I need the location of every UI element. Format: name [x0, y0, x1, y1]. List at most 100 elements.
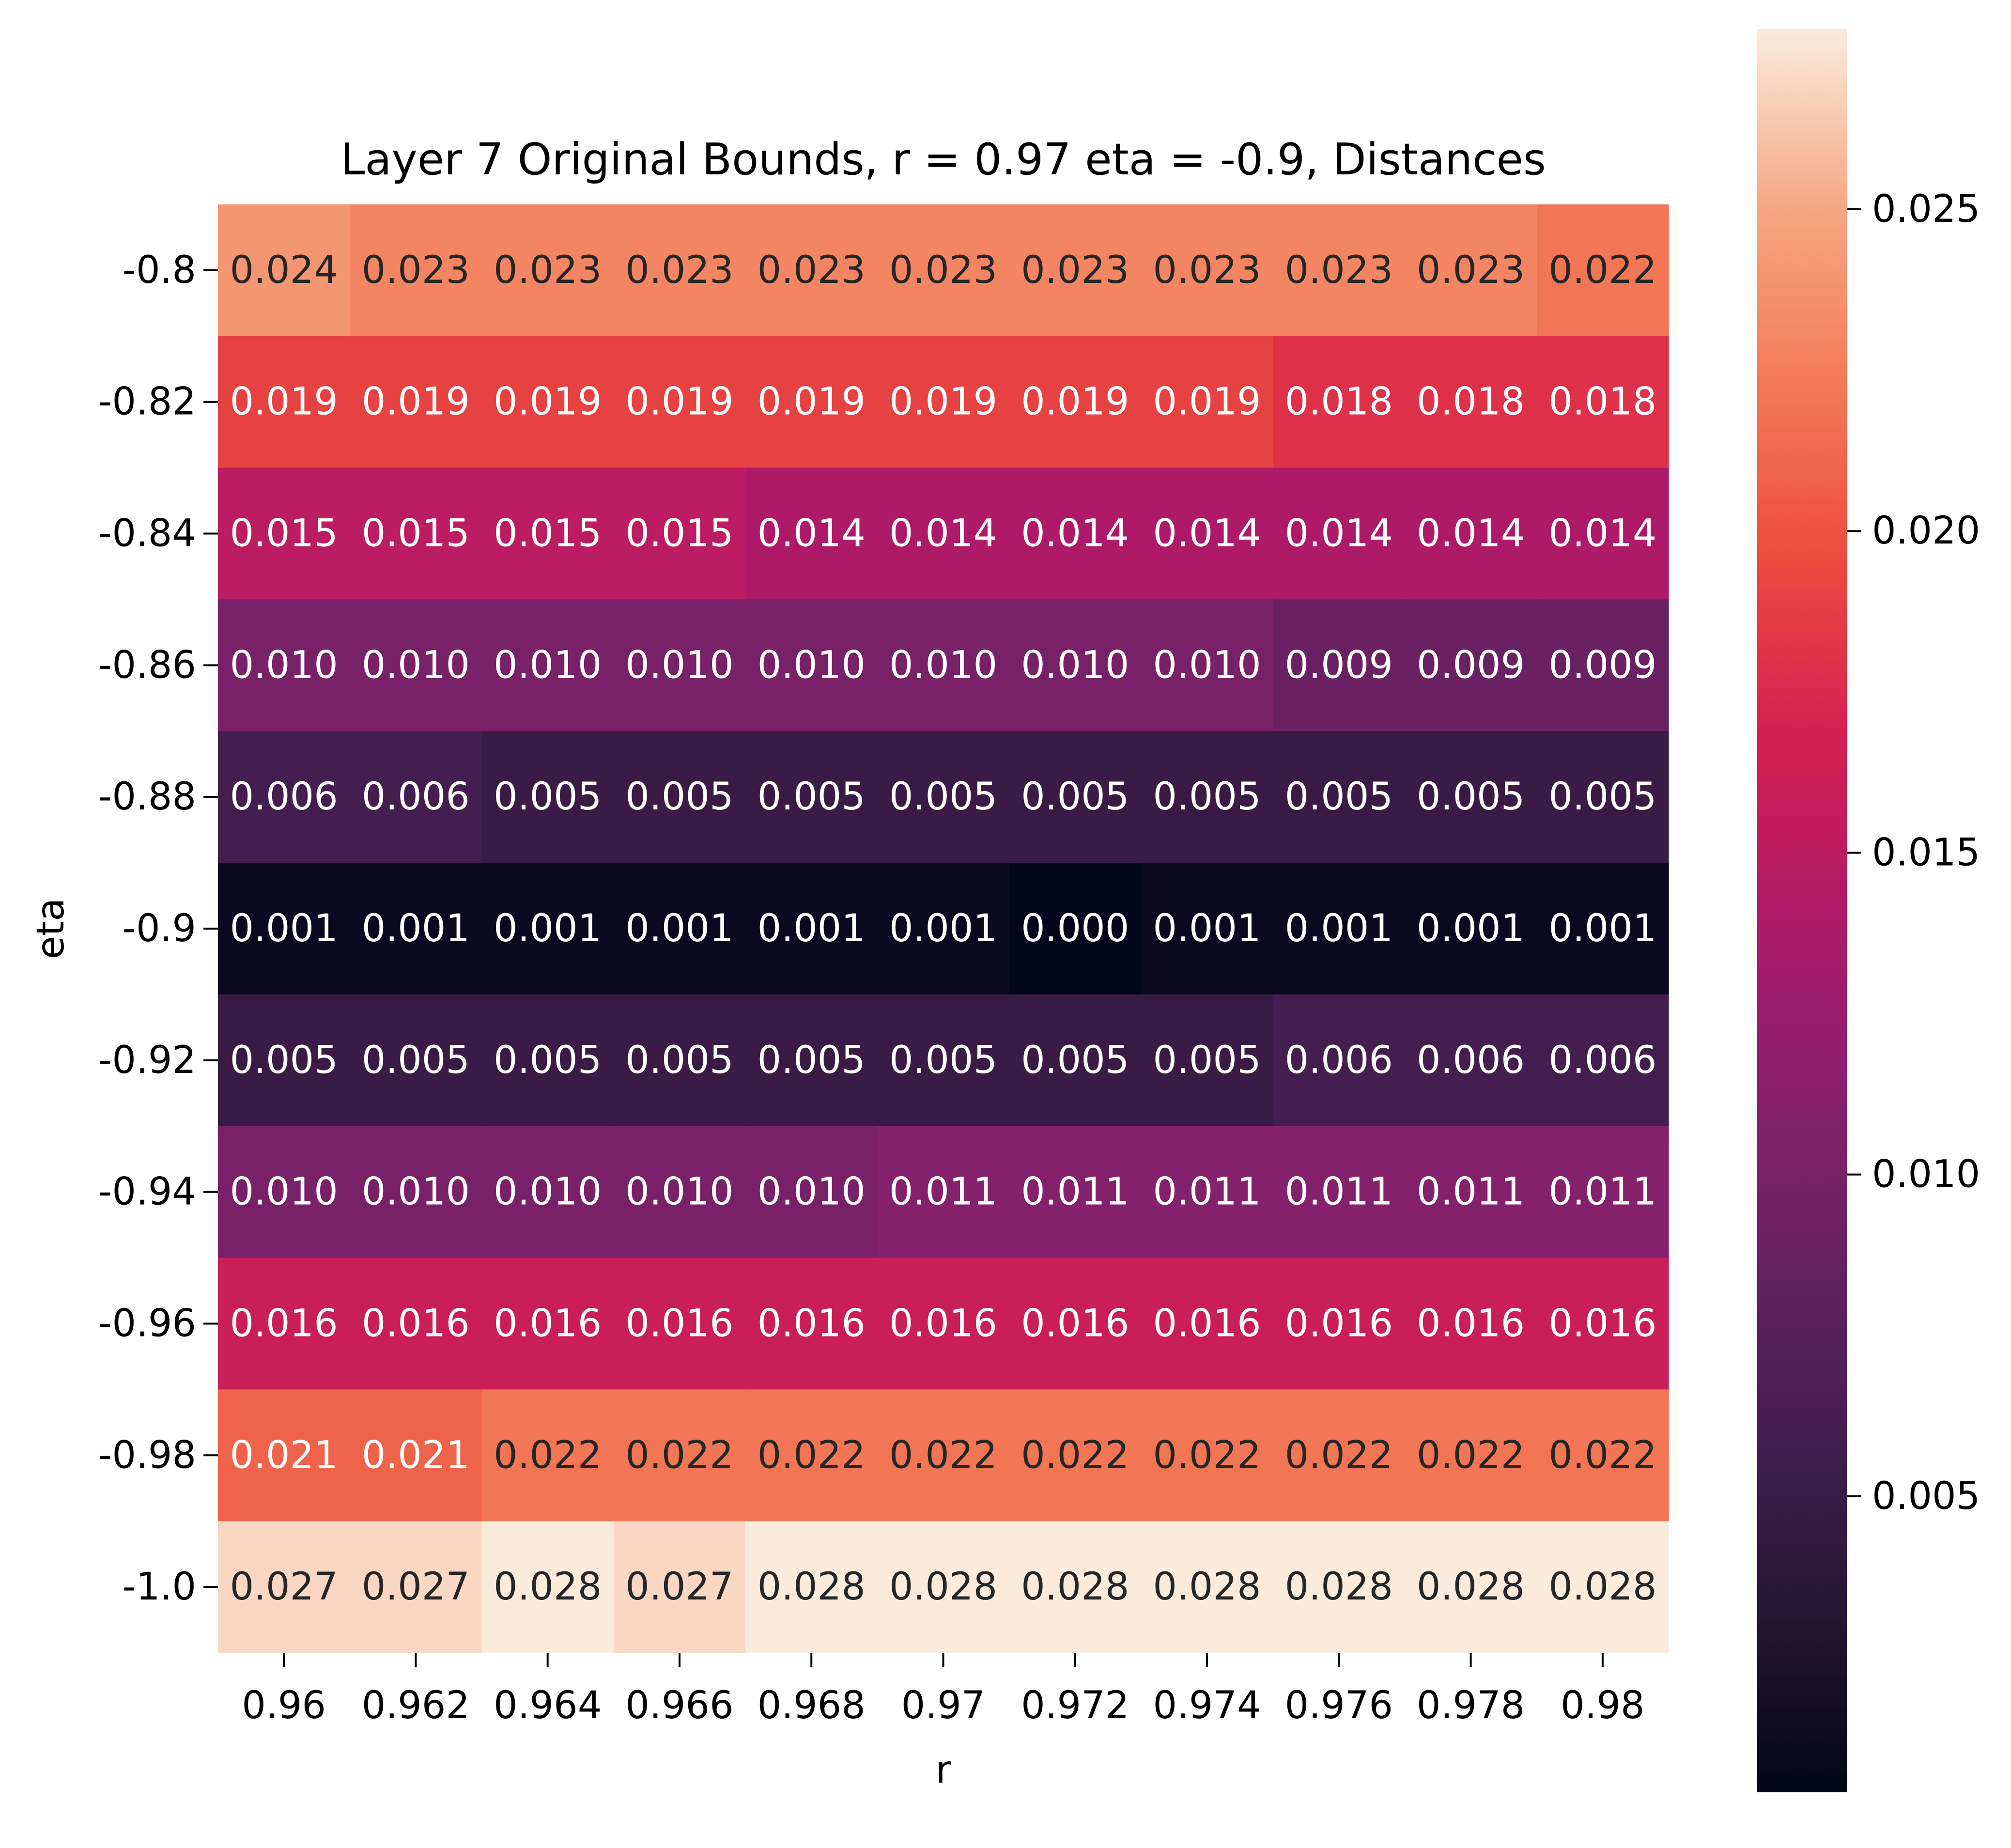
- cell-value: 0.021: [230, 1433, 338, 1477]
- cell-value: 0.022: [1153, 1433, 1261, 1477]
- cell-value: 0.010: [494, 1170, 602, 1214]
- cell-value: 0.011: [889, 1170, 997, 1214]
- heatmap-cell: [1141, 599, 1273, 731]
- heatmap-cell: [350, 863, 482, 995]
- heatmap-cell: [1141, 1258, 1273, 1390]
- cell-value: 0.005: [1417, 775, 1525, 819]
- cell-value: 0.019: [625, 380, 733, 424]
- cell-value: 0.027: [625, 1565, 733, 1609]
- heatmap-cell: [1009, 994, 1142, 1127]
- colorbar-tick-label: 0.005: [1872, 1475, 1980, 1518]
- cell-value: 0.027: [230, 1565, 338, 1609]
- cell-value: 0.022: [625, 1433, 733, 1477]
- x-tick-label: 0.96: [242, 1684, 326, 1727]
- heatmap-cell: [1009, 467, 1142, 600]
- cell-value: 0.028: [758, 1565, 866, 1609]
- cell-value: 0.005: [494, 1039, 602, 1082]
- heatmap-cell: [218, 731, 350, 863]
- heatmap-cell: [1536, 467, 1669, 600]
- heatmap-cell: [1405, 994, 1537, 1127]
- heatmap-cell: [218, 467, 350, 600]
- cell-value: 0.010: [758, 1170, 866, 1214]
- heatmap-cell: [1009, 1258, 1142, 1390]
- x-tick-label: 0.976: [1285, 1684, 1393, 1727]
- x-tick-label: 0.962: [362, 1684, 470, 1727]
- cell-value: 0.014: [1153, 512, 1261, 556]
- heatmap-cell: [1536, 731, 1669, 863]
- heatmap-cell: [1141, 731, 1273, 863]
- heatmap-cell: [481, 731, 614, 863]
- heatmap-cell: [1141, 1389, 1273, 1522]
- cell-value: 0.005: [1548, 775, 1656, 819]
- heatmap-cell: [350, 994, 482, 1127]
- cell-value: 0.022: [1021, 1433, 1129, 1477]
- cell-value: 0.023: [1285, 248, 1393, 292]
- y-tick-label: -1.0: [123, 1565, 196, 1609]
- cell-value: 0.006: [1417, 1039, 1525, 1082]
- heatmap-cell: [745, 1389, 878, 1522]
- cell-value: 0.019: [494, 380, 602, 424]
- x-tick-label: 0.968: [758, 1684, 866, 1727]
- cell-value: 0.022: [758, 1433, 866, 1477]
- cell-value: 0.019: [1021, 380, 1129, 424]
- heatmap-cell: [481, 467, 614, 600]
- x-tick-label: 0.978: [1417, 1684, 1525, 1727]
- heatmap-cell: [1536, 1258, 1669, 1390]
- heatmap-cell: [1009, 1126, 1142, 1258]
- heatmap-cell: [1009, 599, 1142, 731]
- heatmap-cell: [1273, 1258, 1406, 1390]
- heatmap-cell: [745, 204, 878, 337]
- cell-value: 0.010: [362, 1170, 470, 1214]
- cell-value: 0.005: [1285, 775, 1393, 819]
- heatmap-cell: [1009, 1389, 1142, 1522]
- heatmap-cell: [1536, 1126, 1669, 1258]
- y-tick-label: -0.86: [98, 643, 196, 687]
- heatmap-cell: [1405, 863, 1537, 995]
- cell-value: 0.009: [1548, 643, 1656, 687]
- heatmap-cell: [745, 1258, 878, 1390]
- cell-value: 0.005: [1021, 1039, 1129, 1082]
- heatmap-cell: [1536, 204, 1669, 337]
- heatmap-cell: [350, 204, 482, 337]
- cell-value: 0.005: [1153, 1039, 1261, 1082]
- heatmap-cell: [1009, 204, 1142, 337]
- heatmap-cell: [350, 336, 482, 468]
- cell-value: 0.014: [1021, 512, 1129, 556]
- y-tick-label: -0.88: [98, 775, 196, 819]
- cell-value: 0.016: [230, 1302, 338, 1345]
- cell-value: 0.005: [494, 775, 602, 819]
- heatmap-cell: [1536, 599, 1669, 731]
- heatmap-cell: [1273, 994, 1406, 1127]
- heatmap-cell: [1405, 731, 1537, 863]
- cell-value: 0.014: [758, 512, 866, 556]
- cell-value: 0.011: [1153, 1170, 1261, 1214]
- cell-value: 0.028: [1021, 1565, 1129, 1609]
- heatmap-cell: [350, 1521, 482, 1653]
- heatmap-cell: [877, 1389, 1010, 1522]
- x-tick-label: 0.964: [494, 1684, 602, 1727]
- cell-value: 0.023: [362, 248, 470, 292]
- heatmap-cell: [481, 599, 614, 731]
- cell-value: 0.016: [362, 1302, 470, 1345]
- cell-value: 0.028: [1285, 1565, 1393, 1609]
- cell-value: 0.010: [362, 643, 470, 687]
- x-tick-label: 0.98: [1561, 1684, 1645, 1727]
- y-tick-label: -0.94: [98, 1170, 196, 1214]
- heatmap-cell: [481, 204, 614, 337]
- cell-value: 0.009: [1285, 643, 1393, 687]
- heatmap-cell: [745, 599, 878, 731]
- y-tick-label: -0.92: [98, 1039, 196, 1082]
- heatmap-cell: [613, 1521, 746, 1653]
- cell-value: 0.022: [494, 1433, 602, 1477]
- cell-value: 0.028: [1548, 1565, 1656, 1609]
- cell-value: 0.018: [1548, 380, 1656, 424]
- cell-value: 0.016: [1417, 1302, 1525, 1345]
- heatmap-cell: [1405, 1389, 1537, 1522]
- heatmap-cell: [613, 599, 746, 731]
- heatmap-cell: [1141, 467, 1273, 600]
- cell-value: 0.010: [625, 1170, 733, 1214]
- cell-value: 0.011: [1285, 1170, 1393, 1214]
- cell-value: 0.010: [230, 1170, 338, 1214]
- heatmap-cell: [745, 994, 878, 1127]
